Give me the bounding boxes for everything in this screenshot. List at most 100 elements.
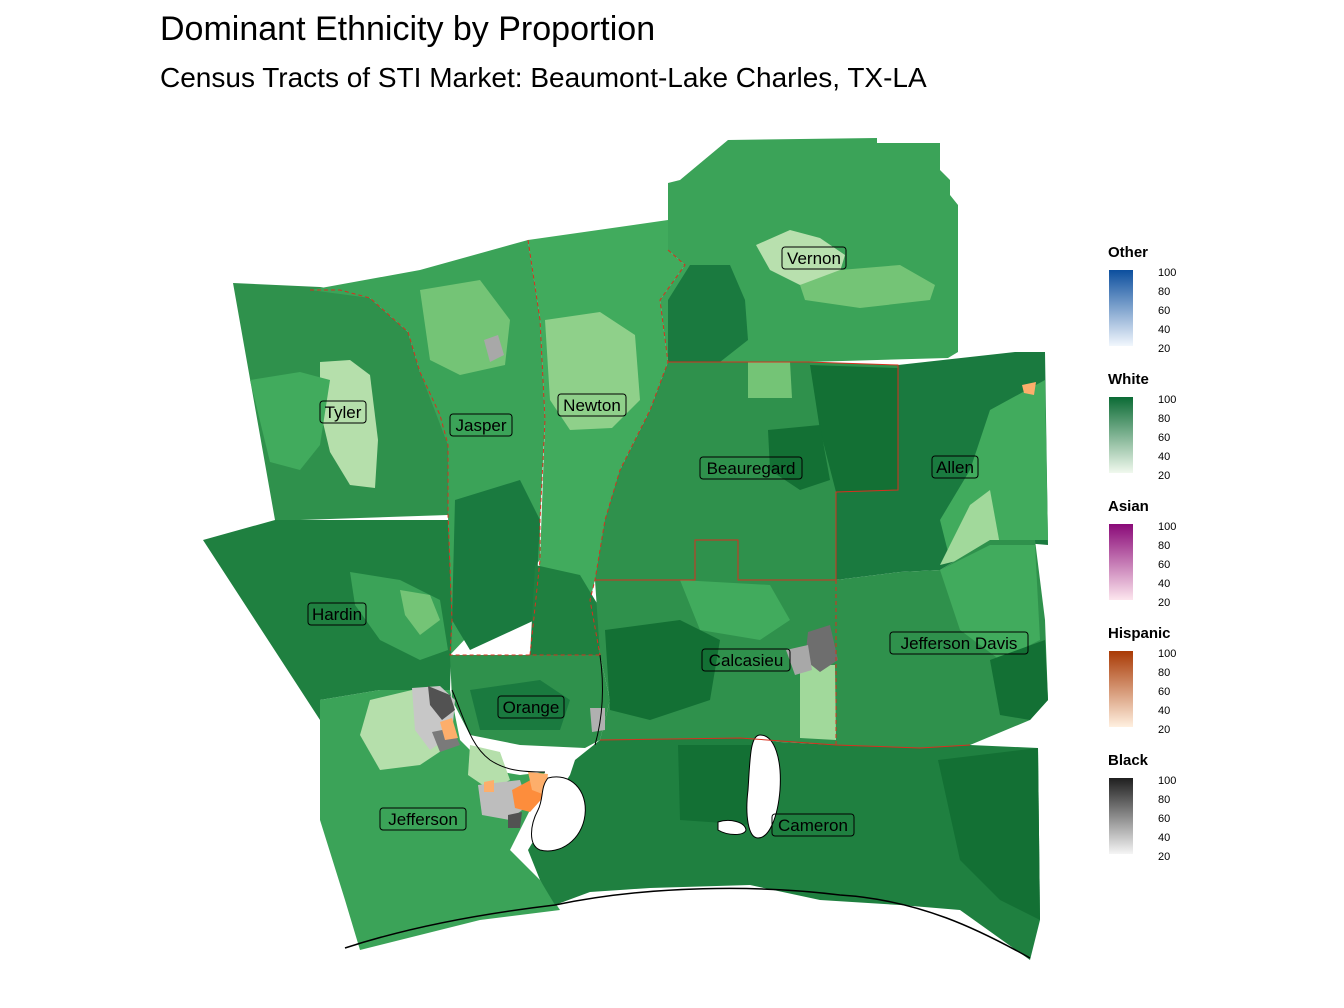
label-cameron: Cameron	[771, 813, 855, 837]
legend-ticks: 100 80 60 40 20	[1158, 520, 1176, 615]
legend-title: Other	[1108, 244, 1149, 261]
legend-tick: 80	[1158, 794, 1171, 806]
legend-tick: 100	[1158, 521, 1177, 533]
label-beauregard: Beauregard	[699, 456, 803, 480]
inlet	[717, 819, 747, 835]
legend-tick: 40	[1158, 451, 1171, 463]
map-title: Dominant Ethnicity by Proportion	[160, 10, 656, 48]
river	[594, 654, 603, 746]
legend-tick: 80	[1158, 413, 1171, 425]
county-cameron	[528, 738, 1040, 960]
legend-tick: 60	[1158, 559, 1171, 571]
county-label: Vernon	[787, 249, 841, 268]
legend-tick: 60	[1158, 813, 1171, 825]
county-boundary	[599, 737, 971, 749]
legend-tick: 20	[1158, 470, 1171, 482]
label-jefferson-davis: Jefferson Davis	[889, 631, 1029, 655]
label-newton: Newton	[557, 393, 627, 417]
tract	[940, 545, 1040, 660]
legend-black: Black 100 80 60 40 20	[1108, 752, 1308, 879]
county-label: Cameron	[778, 816, 848, 835]
county-label: Tyler	[325, 403, 362, 422]
tract	[468, 745, 510, 790]
label-vernon: Vernon	[781, 246, 847, 270]
legend-tick: 20	[1158, 597, 1171, 609]
legend-ticks: 100 80 60 40 20	[1158, 266, 1176, 361]
tract	[530, 565, 600, 655]
label-jasper: Jasper	[449, 413, 513, 437]
tract	[250, 372, 330, 470]
tract	[545, 312, 640, 430]
county-boundary	[589, 249, 686, 656]
legend-ticks: 100 80 60 40 20	[1158, 393, 1176, 488]
legend-other: Other 100 80 60 40 20	[1108, 244, 1308, 371]
legend-tick: 100	[1158, 648, 1177, 660]
tract	[590, 708, 605, 732]
county-label: Beauregard	[707, 459, 796, 478]
county-boundary	[527, 239, 546, 656]
legend-white: White 100 80 60 40 20	[1108, 371, 1308, 498]
tract	[440, 718, 458, 740]
legend-tick: 100	[1158, 394, 1177, 406]
label-hardin: Hardin	[307, 602, 367, 626]
tract	[428, 686, 455, 720]
legend-tick: 80	[1158, 540, 1171, 552]
calcasieu-lake	[746, 734, 781, 839]
label-jefferson: Jefferson	[379, 807, 467, 831]
county-boundary	[595, 361, 899, 581]
legend-gradient-bar	[1109, 270, 1133, 346]
legend-ticks: 100 80 60 40 20	[1158, 647, 1176, 742]
legend-tick: 60	[1158, 305, 1171, 317]
legend-tick: 20	[1158, 343, 1171, 355]
county-label: Jefferson	[388, 810, 458, 829]
legend-title: Asian	[1108, 498, 1149, 515]
tract	[756, 230, 845, 285]
tract	[668, 265, 748, 362]
county-boundary	[310, 289, 600, 656]
legend-asian: Asian 100 80 60 40 20	[1108, 498, 1308, 625]
tract	[508, 812, 522, 828]
tract	[990, 640, 1048, 720]
tract	[938, 748, 1040, 920]
county-hardin	[203, 520, 452, 720]
legend-tick: 80	[1158, 667, 1171, 679]
county-label: Orange	[503, 698, 560, 717]
tract	[800, 265, 935, 308]
legend-gradient-bar	[1109, 778, 1133, 854]
tract	[805, 625, 838, 672]
county-label: Hardin	[312, 605, 362, 624]
tract	[452, 480, 540, 650]
tract	[400, 590, 440, 635]
tract	[605, 620, 720, 720]
legend-tick: 40	[1158, 705, 1171, 717]
legend-tick: 100	[1158, 267, 1177, 279]
tract	[484, 780, 494, 792]
county-label: Jasper	[455, 416, 506, 435]
tract	[678, 745, 752, 825]
tract	[320, 360, 378, 488]
map-subtitle: Census Tracts of STI Market: Beaumont-La…	[160, 62, 927, 93]
county-label: Jefferson Davis	[901, 634, 1018, 653]
legend-tick: 80	[1158, 286, 1171, 298]
tract	[748, 362, 792, 398]
tract	[484, 335, 504, 362]
legend-gradient-bar	[1109, 397, 1133, 473]
legend-tick: 40	[1158, 832, 1171, 844]
tract	[786, 645, 812, 675]
legend-tick: 20	[1158, 851, 1171, 863]
sabine-lake	[531, 776, 586, 852]
legend-tick: 40	[1158, 324, 1171, 336]
legend-tick: 60	[1158, 432, 1171, 444]
legend-title: Black	[1108, 752, 1149, 769]
legend-gradient-bar	[1109, 651, 1133, 727]
legend-ticks: 100 80 60 40 20	[1158, 774, 1176, 869]
county-label: Calcasieu	[709, 651, 784, 670]
legend-gradient-bar	[1109, 524, 1133, 600]
county-label: Newton	[563, 396, 621, 415]
county-label: Allen	[936, 458, 974, 477]
tract	[810, 365, 898, 492]
legend-hispanic: Hispanic 100 80 60 40 20	[1108, 625, 1308, 752]
tract	[1022, 382, 1036, 395]
legend-tick: 40	[1158, 578, 1171, 590]
